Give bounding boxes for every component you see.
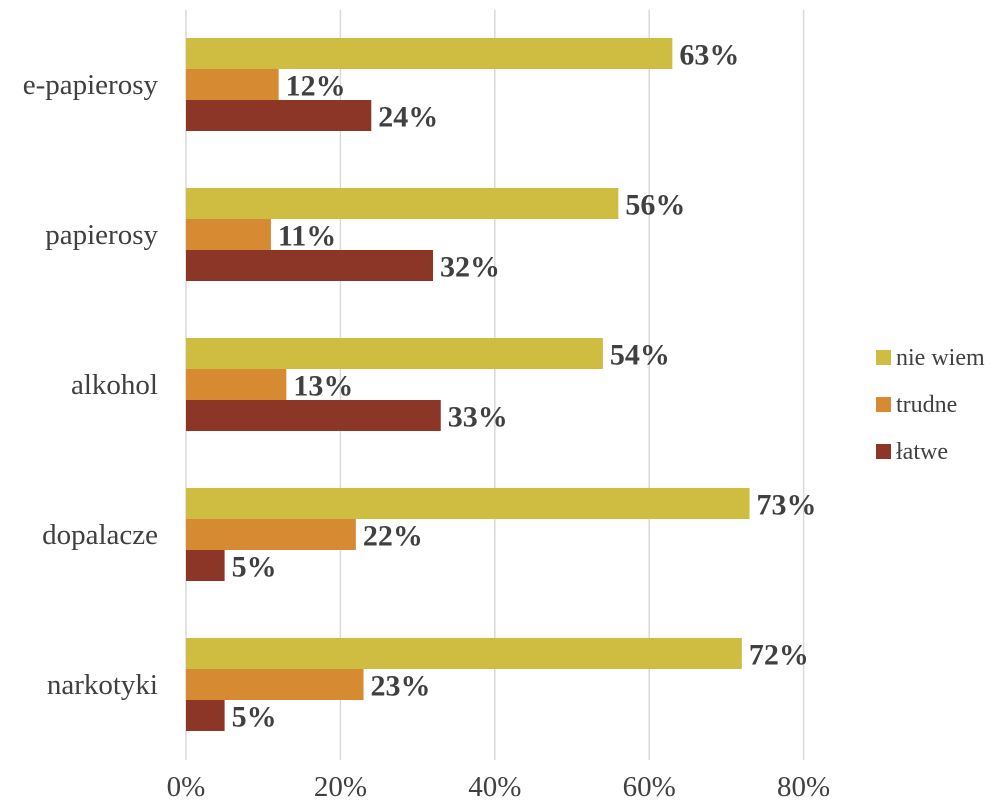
bar-trudne-narkotyki xyxy=(186,669,364,700)
bars: 63% 12% 24% 56% 11% 32% 54% 13% 33% 73% 22% 5% 72% 23… xyxy=(186,38,817,734)
legend-swatch xyxy=(876,350,891,365)
bar-łatwe-dopalacze xyxy=(186,550,225,581)
data-label: 72% xyxy=(749,639,809,672)
data-label: 73% xyxy=(757,489,817,522)
x-tick-label: 60% xyxy=(623,771,676,803)
bar-trudne-dopalacze xyxy=(186,519,356,550)
bar-trudne-alkohol xyxy=(186,369,287,400)
data-label: 12% xyxy=(286,70,346,103)
data-label: 56% xyxy=(625,189,685,222)
category-label: alkohol xyxy=(71,369,158,401)
category-label: e-papierosy xyxy=(23,69,159,101)
bar-nie-wiem-alkohol xyxy=(186,338,603,369)
data-label: 13% xyxy=(293,370,353,403)
x-axis-tick-labels: 0% 20% 40% 60% 80% xyxy=(167,771,831,803)
data-label: 24% xyxy=(378,101,438,134)
gridlines xyxy=(185,10,805,760)
legend: nie wiem trudne łatwe xyxy=(876,345,985,465)
legend-swatch xyxy=(876,397,891,412)
data-label: 32% xyxy=(440,251,500,284)
legend-label: łatwe xyxy=(896,439,948,465)
bar-nie-wiem-dopalacze xyxy=(186,488,750,519)
data-label: 5% xyxy=(232,551,277,584)
bar-trudne-e-papierosy xyxy=(186,69,279,100)
bar-łatwe-alkohol xyxy=(186,400,441,431)
bar-łatwe-e-papierosy xyxy=(186,100,372,131)
legend-label: nie wiem xyxy=(896,345,985,371)
x-tick-label: 20% xyxy=(314,771,367,803)
data-label: 54% xyxy=(610,339,670,372)
category-label: dopalacze xyxy=(42,519,158,551)
bar-łatwe-papierosy xyxy=(186,250,434,281)
data-label: 33% xyxy=(448,401,508,434)
data-label: 5% xyxy=(232,701,277,734)
legend-label: trudne xyxy=(896,392,957,418)
category-labels: e-papierosy papierosy alkohol dopalacze nark… xyxy=(23,69,159,701)
bar-nie-wiem-e-papierosy xyxy=(186,38,673,69)
x-tick-label: 80% xyxy=(777,771,830,803)
legend-swatch xyxy=(876,444,891,459)
data-label: 11% xyxy=(278,220,336,253)
bar-nie-wiem-narkotyki xyxy=(186,638,742,669)
data-label: 63% xyxy=(679,39,739,72)
data-label: 22% xyxy=(363,520,423,553)
category-label: narkotyki xyxy=(47,669,158,701)
data-label: 23% xyxy=(371,670,431,703)
x-tick-label: 40% xyxy=(468,771,521,803)
bar-trudne-papierosy xyxy=(186,219,271,250)
category-label: papierosy xyxy=(45,219,158,251)
bar-nie-wiem-papierosy xyxy=(186,188,619,219)
bar-łatwe-narkotyki xyxy=(186,700,225,731)
x-tick-label: 0% xyxy=(167,771,206,803)
